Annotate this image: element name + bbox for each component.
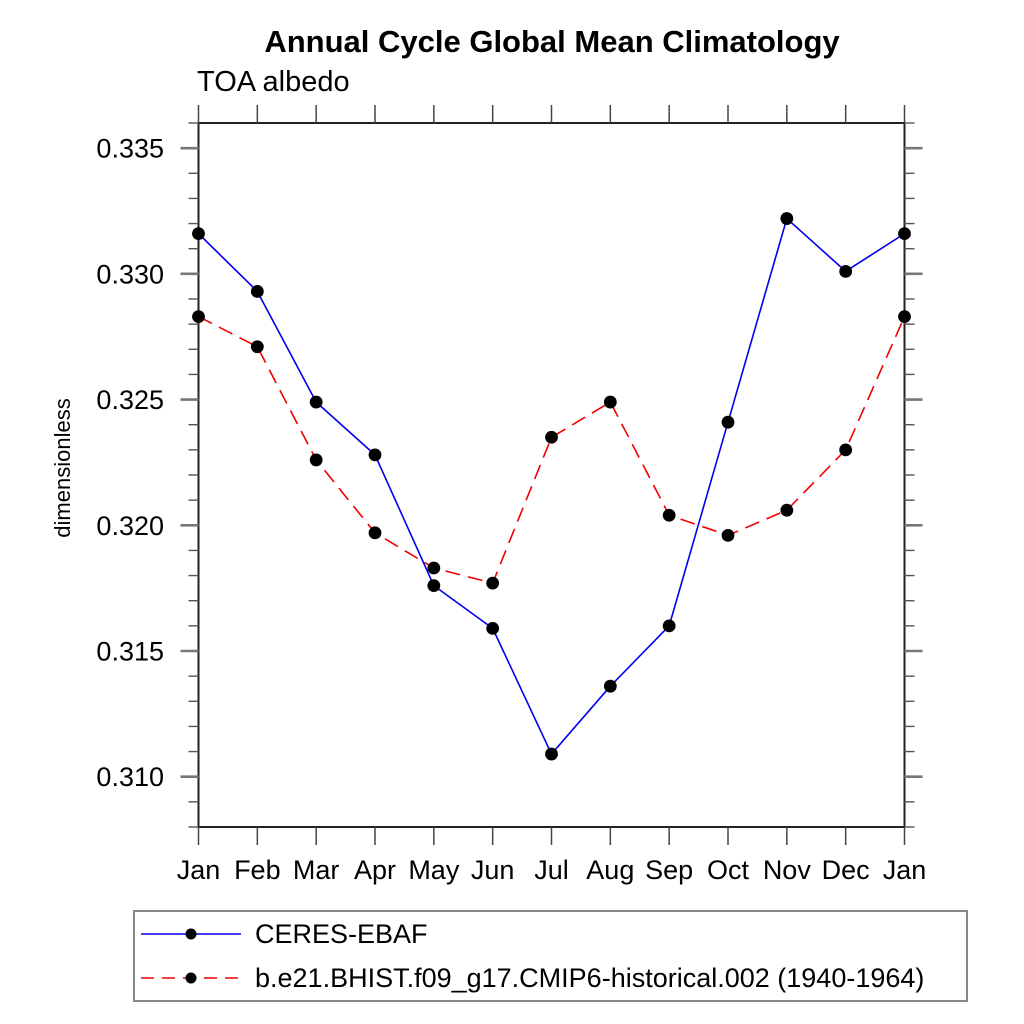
legend: CERES-EBAF b.e21.BHIST.f09_g17.CMIP6-his… <box>133 910 968 1002</box>
series-marker-1 <box>427 561 441 575</box>
series-marker-1 <box>368 526 382 540</box>
legend-item: CERES-EBAF <box>135 912 966 956</box>
x-tick-label: Jan <box>883 855 927 885</box>
x-tick-label: Jan <box>177 855 221 885</box>
series-marker-0 <box>368 448 382 462</box>
series-line-0 <box>197 217 905 756</box>
series-marker-0 <box>192 227 205 241</box>
series-marker-1 <box>898 310 911 323</box>
y-tick-label: 0.335 <box>96 134 164 164</box>
series-marker-0 <box>486 621 500 635</box>
x-tick-label: Dec <box>822 855 870 885</box>
legend-item: b.e21.BHIST.f09_g17.CMIP6-historical.002… <box>135 956 966 1000</box>
series-marker-0 <box>250 285 264 298</box>
x-tick-label: Apr <box>354 855 396 885</box>
series-marker-1 <box>309 453 323 467</box>
legend-label: CERES-EBAF <box>255 918 428 949</box>
x-tick-label: Jun <box>471 855 515 885</box>
x-tick-label: Oct <box>707 855 750 885</box>
series-line-1 <box>198 315 906 585</box>
series-marker-0 <box>721 415 735 429</box>
series-marker-0 <box>662 619 676 633</box>
series-marker-1 <box>250 340 264 354</box>
legend-label: b.e21.BHIST.f09_g17.CMIP6-historical.002… <box>255 962 925 993</box>
y-tick-label: 0.320 <box>96 511 164 541</box>
series-marker-1 <box>603 395 617 409</box>
series-marker-0 <box>839 264 853 278</box>
x-tick-label: Aug <box>586 855 634 885</box>
y-tick-label: 0.310 <box>96 762 164 792</box>
chart-subtitle: TOA albedo <box>197 66 350 98</box>
x-tick-label: Sep <box>645 855 693 885</box>
series-marker-1 <box>545 430 558 444</box>
y-tick-label: 0.330 <box>96 259 164 289</box>
series-marker-1 <box>780 503 794 517</box>
legend-marker <box>185 972 197 984</box>
y-tick-label: 0.325 <box>96 385 164 415</box>
legend-line-icon <box>141 928 241 940</box>
x-tick-label: May <box>408 855 460 885</box>
series-marker-0 <box>545 747 558 761</box>
chart-title: Annual Cycle Global Mean Climatology <box>264 24 840 59</box>
series-marker-1 <box>721 528 735 542</box>
series-marker-0 <box>780 212 794 225</box>
legend-line-icon <box>141 972 241 984</box>
x-tick-label: Feb <box>234 855 281 885</box>
x-tick-label: Mar <box>293 855 340 885</box>
series-marker-0 <box>603 679 617 693</box>
series-marker-1 <box>662 508 676 522</box>
series-marker-0 <box>898 227 911 241</box>
series-marker-1 <box>486 576 500 590</box>
x-tick-label: Jul <box>534 855 569 885</box>
legend-marker <box>185 928 197 940</box>
y-tick-label: 0.315 <box>96 637 164 667</box>
series-marker-1 <box>192 310 205 323</box>
series-marker-0 <box>309 395 323 409</box>
series-marker-1 <box>839 443 853 457</box>
series-marker-0 <box>427 579 441 593</box>
x-tick-label: Nov <box>763 855 812 885</box>
